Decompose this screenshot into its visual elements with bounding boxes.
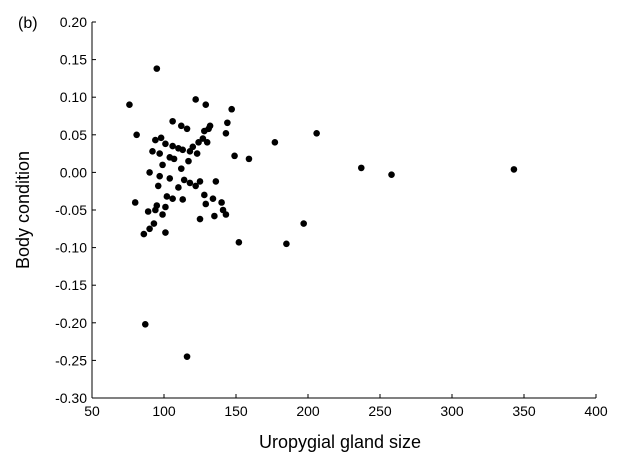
data-point — [175, 145, 182, 152]
data-point — [186, 179, 194, 187]
data-point — [146, 169, 153, 176]
data-point — [510, 166, 518, 173]
data-point — [156, 172, 163, 180]
data-point — [157, 134, 165, 142]
data-point — [192, 96, 199, 103]
data-point — [283, 240, 290, 248]
data-point — [212, 178, 220, 185]
y-tick-label: 0.20 — [60, 14, 87, 30]
data-point — [175, 184, 182, 191]
data-point — [199, 135, 207, 142]
axes: 50 100 150 200 250 300 350 400 0.20 0.15 0.10 0.05 0… — [55, 14, 608, 419]
y-tick-label: -0.15 — [55, 277, 87, 293]
y-axis-title: Body condition — [13, 151, 33, 269]
data-point — [388, 171, 395, 178]
data-point — [224, 119, 231, 127]
data-point — [131, 199, 139, 206]
data-point — [357, 164, 365, 172]
data-point — [218, 199, 225, 206]
x-tick-label: 50 — [84, 403, 100, 419]
y-tick-label: -0.05 — [55, 202, 87, 218]
data-point — [300, 220, 307, 227]
y-tick-label: 0.00 — [60, 164, 87, 180]
data-point — [222, 211, 230, 218]
data-point — [177, 165, 185, 172]
x-tick-label: 400 — [584, 403, 608, 419]
data-point — [205, 125, 212, 133]
y-tick-label: -0.25 — [55, 352, 87, 368]
data-point — [166, 175, 174, 182]
y-tick-label: -0.10 — [55, 240, 87, 256]
data-point — [245, 155, 253, 163]
data-point — [150, 220, 158, 227]
data-point — [222, 129, 230, 137]
data-point — [141, 321, 149, 328]
data-point — [162, 229, 169, 236]
data-point — [162, 203, 169, 211]
x-tick-label: 100 — [152, 403, 176, 419]
data-point — [146, 225, 153, 233]
data-point — [133, 131, 140, 139]
data-point — [196, 178, 204, 185]
data-points — [126, 65, 518, 360]
data-point — [169, 195, 176, 203]
data-point — [180, 176, 188, 184]
data-point — [169, 142, 176, 150]
data-point — [231, 152, 238, 160]
data-point — [183, 125, 191, 133]
data-point — [149, 148, 156, 155]
data-point — [203, 139, 211, 146]
x-tick-label: 350 — [512, 403, 536, 419]
data-point — [152, 136, 159, 144]
data-point — [192, 182, 199, 190]
data-point — [313, 129, 320, 137]
data-point — [186, 148, 194, 155]
data-point — [209, 195, 217, 203]
data-point — [159, 211, 166, 218]
panel-label: (b) — [18, 15, 38, 32]
data-point — [156, 150, 163, 157]
y-tick-label: -0.20 — [55, 315, 87, 331]
data-point — [211, 212, 218, 220]
y-tick-label: 0.15 — [60, 52, 87, 68]
data-point — [144, 208, 152, 215]
y-tick-label: 0.05 — [60, 127, 87, 143]
data-point — [159, 161, 166, 169]
data-point — [170, 155, 178, 163]
data-point — [193, 150, 201, 157]
data-point — [140, 230, 148, 238]
data-point — [271, 139, 279, 146]
data-point — [154, 182, 162, 190]
data-point — [202, 101, 210, 109]
y-tick-label: 0.10 — [60, 89, 87, 105]
data-point — [169, 117, 176, 125]
data-point — [201, 191, 208, 199]
data-point — [235, 239, 243, 246]
data-point — [162, 140, 169, 148]
data-point — [126, 101, 133, 109]
x-tick-label: 250 — [368, 403, 392, 419]
data-point — [202, 200, 210, 208]
data-point — [177, 122, 185, 130]
data-point — [183, 353, 191, 360]
data-point — [152, 206, 159, 214]
data-point — [163, 193, 171, 200]
data-point — [153, 65, 161, 72]
data-point — [185, 157, 192, 165]
data-point — [228, 105, 235, 113]
x-tick-label: 200 — [296, 403, 320, 419]
x-axis-title: Uropygial gland size — [259, 432, 421, 452]
y-tick-label: -0.30 — [55, 390, 87, 406]
data-point — [196, 215, 204, 223]
x-tick-label: 150 — [224, 403, 248, 419]
data-point — [195, 139, 202, 146]
data-point — [179, 196, 187, 203]
x-tick-label: 300 — [440, 403, 464, 419]
